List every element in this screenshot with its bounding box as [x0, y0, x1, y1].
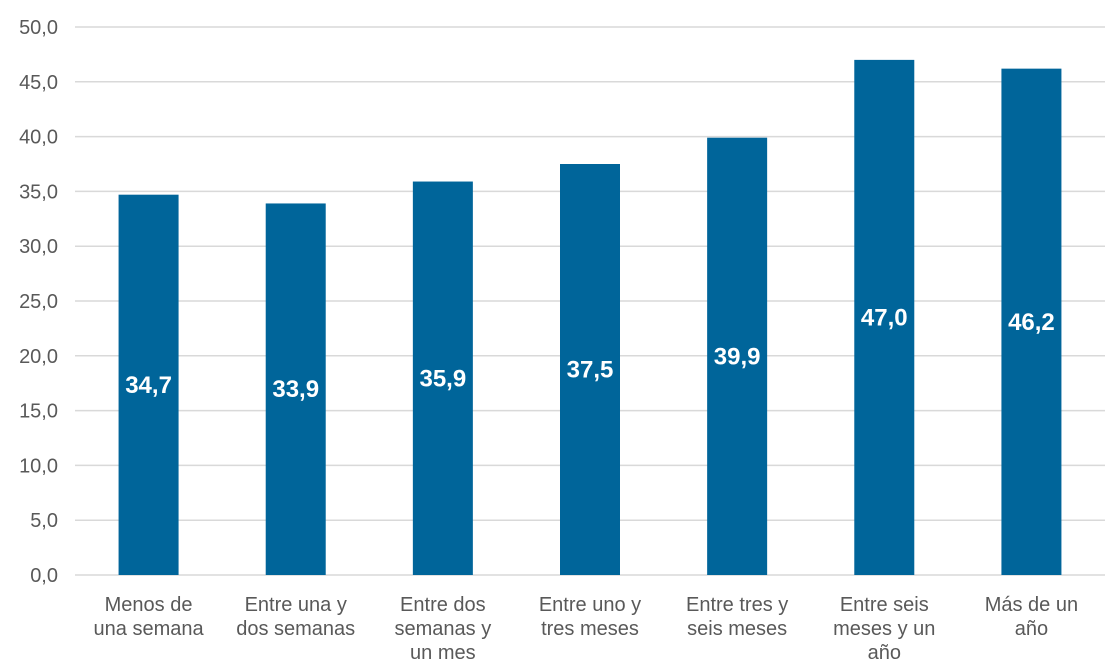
x-tick-label: Entre uno y tres meses [539, 594, 641, 640]
data-labels: 34,7 33,9 35,9 37,5 39,9 47,0 46,2 [125, 304, 1055, 403]
bar [1001, 68, 1062, 575]
bar [854, 59, 915, 575]
bar [560, 164, 620, 575]
bar [265, 203, 326, 575]
y-tick-label: 45,0 [19, 72, 58, 94]
y-tick-label: 25,0 [19, 291, 58, 313]
x-tick-label: Más de un año [985, 594, 1078, 640]
x-tick-label: Entre una y dos semanas [236, 594, 355, 640]
y-axis: 0,0 5,0 10,0 15,0 20,0 25,0 30,0 35,0 40,0 45,0 50… [19, 17, 58, 587]
y-tick-label: 20,0 [19, 346, 58, 368]
y-tick-label: 5,0 [30, 510, 58, 532]
x-axis: Menos de una semana Entre una y dos semanas… [94, 594, 1079, 664]
data-label: 34,7 [125, 372, 172, 399]
bar [707, 137, 768, 576]
y-tick-label: 15,0 [19, 401, 58, 423]
y-tick-label: 10,0 [19, 455, 58, 477]
y-tick-label: 50,0 [19, 17, 58, 39]
bar [412, 181, 473, 575]
x-tick-label: Menos de una semana [94, 594, 205, 640]
bars [118, 59, 1062, 576]
y-tick-label: 0,0 [30, 565, 58, 587]
data-label: 33,9 [272, 376, 319, 403]
data-label: 47,0 [861, 304, 908, 331]
data-label: 46,2 [1008, 309, 1055, 336]
y-tick-label: 30,0 [19, 236, 58, 258]
data-label: 37,5 [567, 357, 614, 384]
bar [118, 194, 179, 576]
y-tick-label: 35,0 [19, 181, 58, 203]
y-tick-label: 40,0 [19, 127, 58, 149]
x-tick-label: Entre tres y seis meses [686, 594, 788, 640]
x-tick-label: Entre seis meses y un año [833, 594, 935, 664]
data-label: 39,9 [714, 343, 761, 370]
x-tick-label: Entre dos semanas y un mes [394, 594, 491, 664]
data-label: 35,9 [419, 365, 466, 392]
